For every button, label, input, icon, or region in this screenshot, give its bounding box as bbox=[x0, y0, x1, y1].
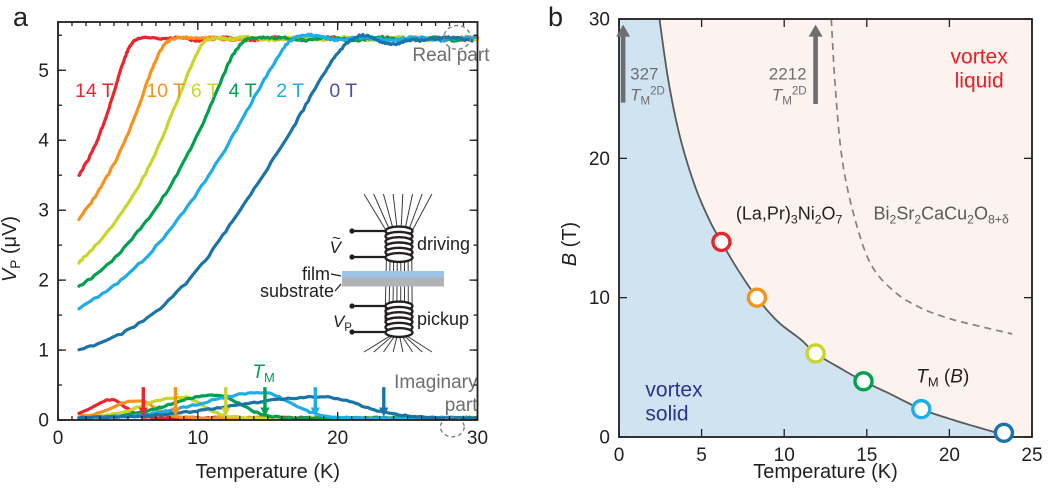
y-tick-label: 30 bbox=[589, 10, 610, 31]
bscco-formula-label: Bi2Sr2CaCu2O8+δ bbox=[874, 204, 1009, 227]
panel-a: 14 T 10 T 6 T 4 T 2 T 0 T Real part Imaginarypa… bbox=[0, 21, 490, 483]
plot-frame bbox=[618, 18, 1033, 438]
x-tick-label: 15 bbox=[856, 445, 877, 466]
tm-arrow-head bbox=[221, 407, 231, 417]
x-tick-label: 20 bbox=[327, 428, 348, 449]
phase-arrow-head bbox=[616, 24, 631, 37]
imag-dashed-ellipse bbox=[439, 416, 465, 438]
lead-terminal bbox=[349, 228, 355, 234]
melting-point bbox=[711, 231, 732, 253]
vortex-liquid-label: vortex bbox=[951, 46, 1009, 69]
sample-formula-label: (La,Pr)3Ni2O7 bbox=[736, 204, 843, 227]
phase-arrow-head bbox=[808, 24, 823, 37]
substrate-pointer bbox=[334, 283, 342, 292]
x-tick-label: 0 bbox=[53, 428, 64, 449]
panel-b-letter: b bbox=[548, 2, 564, 32]
series-real-0T bbox=[77, 32, 474, 352]
panel-b-x-title: Temperature (K) bbox=[753, 461, 898, 483]
real-part-label: Real part bbox=[412, 45, 490, 66]
phase-arrow-label: 2212 bbox=[769, 65, 807, 84]
vortex-liquid-label: liquid bbox=[955, 69, 1004, 92]
film-label: film bbox=[302, 264, 330, 284]
panel-a-y-title: VP (μV) bbox=[0, 216, 23, 282]
field-label-6T: 6 T bbox=[191, 80, 219, 102]
melting-point bbox=[993, 422, 1015, 444]
film-bar bbox=[342, 271, 444, 278]
field-label-14T: 14 T bbox=[75, 80, 114, 102]
v-pickup-label: VP bbox=[333, 312, 352, 334]
panel-b-axes: 0 5 10 15 20 25 0 10 20 30 Temperature (K) B (T) bbox=[559, 10, 1043, 484]
panel-a-axes: 0 10 20 30 0 1 2 3 4 5 Temperature (K) VP (μV) bbox=[0, 21, 488, 483]
vortex-solid-label: vortex bbox=[645, 379, 703, 402]
y-tick-label: 3 bbox=[38, 201, 49, 222]
coil-turn bbox=[384, 251, 414, 264]
driving-label: driving bbox=[417, 234, 470, 254]
bscco-melting-line bbox=[830, 18, 1013, 335]
tm-arrows bbox=[138, 387, 389, 417]
panel-a-x-title: Temperature (K) bbox=[196, 461, 341, 483]
field-label-0T: 0 T bbox=[329, 80, 357, 102]
real-dashed-ellipse bbox=[443, 24, 472, 50]
y-tick-label: 2 bbox=[38, 271, 49, 292]
panel-a-curves bbox=[77, 32, 480, 421]
substrate-bar bbox=[342, 277, 444, 287]
y-tick-label: 0 bbox=[599, 428, 610, 449]
film-pointer bbox=[330, 273, 342, 277]
tm-arrow-head bbox=[170, 407, 181, 417]
melting-point bbox=[911, 398, 932, 420]
phase-arrow-label2: TM2D bbox=[630, 86, 665, 108]
x-tick-label: 5 bbox=[696, 445, 707, 466]
lead-terminal bbox=[349, 254, 355, 260]
panel-b: 0 5 10 15 20 25 0 10 20 30 Temperature (K) B (T) 327… bbox=[559, 10, 1043, 484]
tm-arrow-head bbox=[310, 407, 320, 417]
phase-arrow-label2: TM2D bbox=[772, 86, 807, 108]
x-tick-label: 10 bbox=[774, 445, 795, 466]
field-label-2T: 2 T bbox=[276, 80, 304, 102]
y-tick-label: 20 bbox=[589, 149, 610, 170]
melting-point bbox=[853, 371, 874, 392]
imaginary-part-label2: part bbox=[445, 395, 478, 416]
field-label-4T: 4 T bbox=[229, 80, 257, 102]
pickup-label: pickup bbox=[417, 309, 469, 329]
field-label-10T: 10 T bbox=[146, 80, 185, 102]
y-tick-label: 4 bbox=[38, 131, 49, 152]
tm-arrow-head bbox=[260, 407, 270, 417]
vortex-solid-region bbox=[619, 19, 1009, 437]
panel-a-letter: a bbox=[13, 2, 29, 32]
substrate-label: substrate bbox=[260, 281, 334, 301]
melting-point bbox=[805, 343, 826, 364]
y-tick-label: 0 bbox=[38, 411, 49, 432]
lead-terminal bbox=[349, 329, 355, 335]
v-drive-label: V bbox=[330, 238, 343, 257]
x-tick-label: 20 bbox=[939, 445, 960, 466]
series-imag-0T bbox=[77, 394, 478, 421]
y-tick-label: 10 bbox=[589, 288, 610, 309]
imaginary-part-label: Imaginary bbox=[394, 372, 478, 393]
x-tick-label: 0 bbox=[614, 445, 625, 466]
phase-arrow-label: 327 bbox=[630, 65, 658, 84]
plot-frame bbox=[57, 21, 479, 421]
tm-arrow-head bbox=[138, 407, 148, 417]
x-tick-label: 10 bbox=[187, 428, 208, 449]
coil-turn bbox=[384, 326, 414, 339]
y-tick-label: 1 bbox=[38, 341, 49, 362]
x-tick-label: 30 bbox=[467, 428, 488, 449]
vortex-solid-label: solid bbox=[645, 402, 688, 425]
series-real-2T bbox=[77, 32, 477, 311]
melting-point bbox=[746, 287, 768, 308]
panel-b-y-title: B (T) bbox=[559, 222, 581, 266]
tm-of-b-label: TM (B) bbox=[916, 367, 969, 390]
tm-label: TM bbox=[252, 362, 274, 385]
y-tick-label: 5 bbox=[38, 61, 49, 82]
tm-arrow-head bbox=[379, 407, 389, 417]
v-drive-tilde: ~ bbox=[332, 230, 341, 247]
x-tick-label: 25 bbox=[1021, 445, 1042, 466]
lead-terminal bbox=[349, 303, 355, 309]
